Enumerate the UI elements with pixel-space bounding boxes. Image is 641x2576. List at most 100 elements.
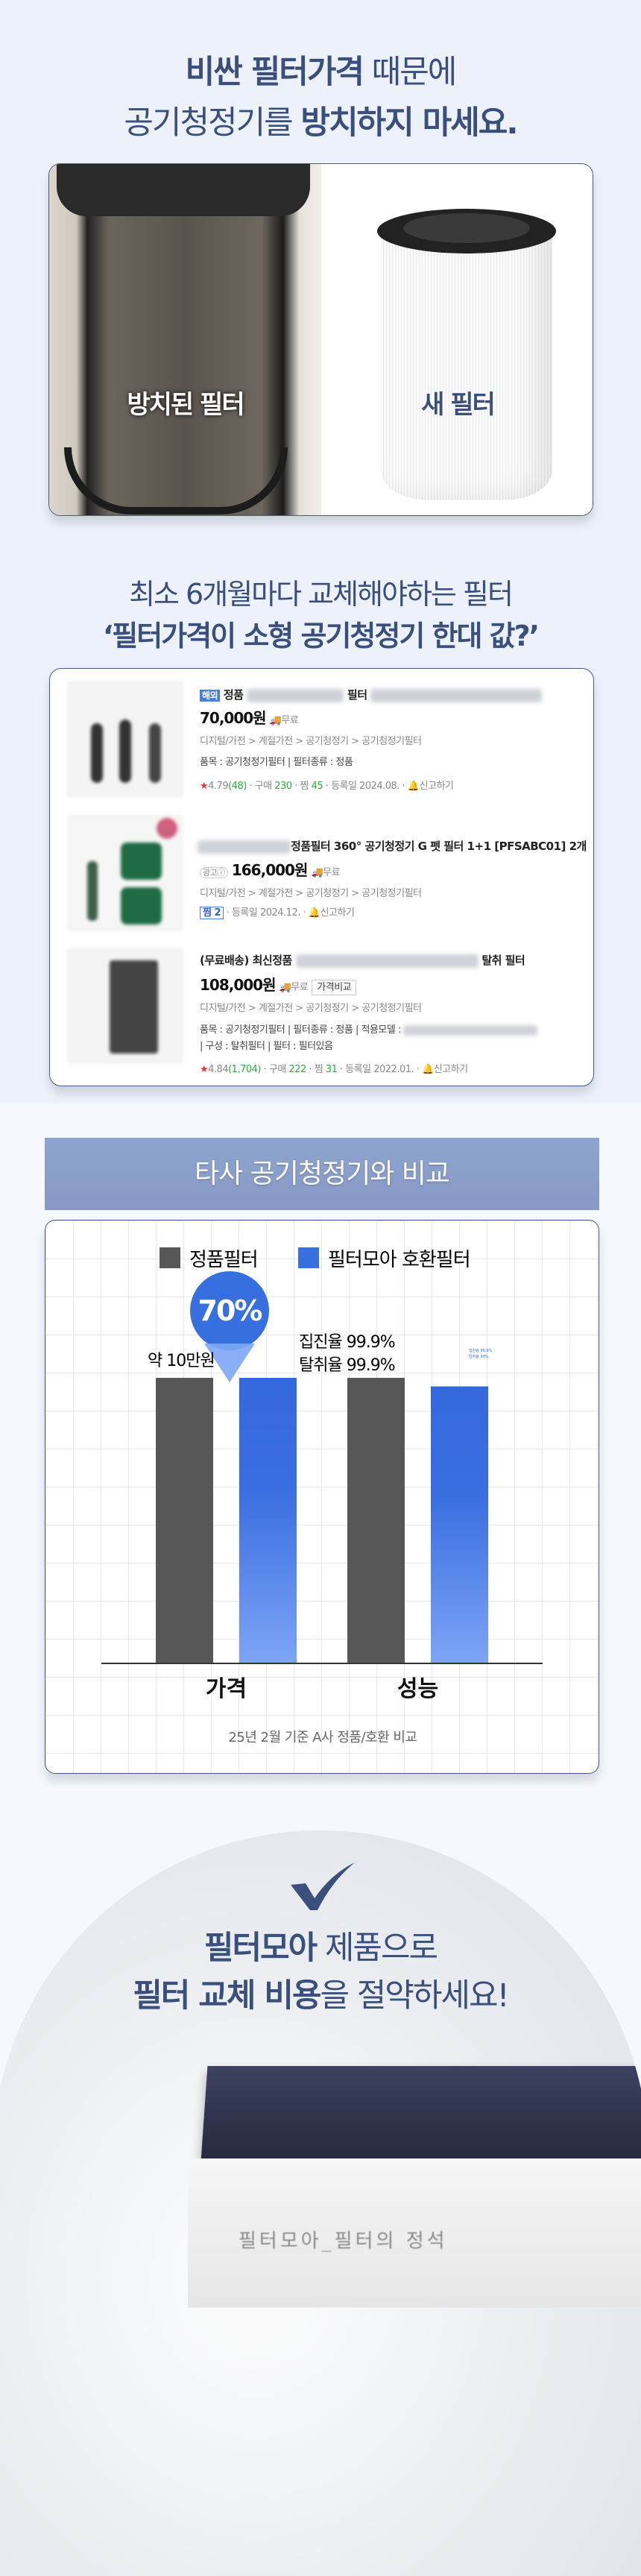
spec-text: 품목 : 공기청정기필터 | 필터종류 : 정품 | 적용모델 : xyxy=(200,1024,401,1036)
performance-annotation-1: 집진율 99.9% xyxy=(299,1333,396,1352)
spec: 품목 : 공기청정기필터 | 필터종류 : 정품 | 적용모델 : xyxy=(200,1021,538,1036)
shipping: 무료 xyxy=(281,715,299,726)
blurred-text xyxy=(403,1024,538,1036)
listing-price-row: 광고ⓘ 166,000원 🚚무료 xyxy=(200,858,341,880)
shipping: 무료 xyxy=(323,867,341,878)
wish-label: 찜 xyxy=(300,781,309,792)
legend-swatch xyxy=(298,1247,319,1268)
wish-badge[interactable]: 찜 2 xyxy=(200,907,224,919)
stats-row: ★4.79(48) · 구매 230 · 찜 45 · 등록일 2024.08.… xyxy=(200,781,454,792)
title-text: (무료배송) 최신정품 xyxy=(200,954,292,967)
legend-label: 정품필터 xyxy=(189,1249,259,1271)
overseas-badge: 해외 xyxy=(200,690,221,702)
hero-bold: 비싼 필터가격 xyxy=(185,54,364,91)
checkmark-icon xyxy=(291,1862,355,1910)
title-text: 필터 xyxy=(347,688,367,702)
ad-badge[interactable]: 광고ⓘ xyxy=(200,867,228,878)
purchases: 230 xyxy=(274,781,292,792)
subtitle-line2: ‘필터가격이 소형 공기청정기 한대 값?’ xyxy=(102,620,540,652)
price: 108,000원 xyxy=(200,976,276,994)
blurred-text xyxy=(198,840,291,854)
report-link[interactable]: 신고하기 xyxy=(419,781,454,792)
small-label: 탈취율 99% xyxy=(469,1355,489,1359)
chart-legend: 정품필터 필터모아 호환필터 xyxy=(45,1244,599,1271)
bell-icon: 🔔 xyxy=(308,907,320,919)
price-annotation: 약 10만원 xyxy=(148,1352,215,1370)
used-filter-photo: 방치된 필터 xyxy=(49,164,321,515)
price: 70,000원 xyxy=(200,709,267,727)
filter-comparison-photos: 방치된 필터 새 필터 xyxy=(48,163,593,516)
report-link[interactable]: 신고하기 xyxy=(433,1064,468,1075)
closing-regular: 을 절약하세요! xyxy=(320,1977,510,2015)
comparison-chart-card: 정품필터 필터모아 호환필터 가격 성능 70% 약 10만원 집진율 99.9% … xyxy=(45,1220,599,1774)
legend-label: 필터모아 호환필터 xyxy=(328,1249,471,1271)
spec2: | 구성 : 탈취필터 | 필터 : 필터있음 xyxy=(200,1041,333,1052)
hero-regular: 때문에 xyxy=(362,54,458,91)
star-icon: ★ xyxy=(200,1064,209,1075)
category-path[interactable]: 디지털/가전 > 계절가전 > 공기청정기 > 공기청정기필터 xyxy=(200,736,422,747)
comparison-banner: 타사 공기청정기와 비교 xyxy=(45,1138,599,1210)
blurred-text xyxy=(247,688,344,702)
price-compare-button[interactable]: 가격비교 xyxy=(312,980,357,995)
spec: 품목 : 공기청정기필터 | 필터종류 : 정품 xyxy=(200,757,353,768)
title-text: 정품필터 360° 공기청정기 G 펫 필터 1+1 [PFSABC01] 2개 xyxy=(291,840,587,853)
product-box xyxy=(188,2158,641,2308)
hero-regular: 공기청정기를 xyxy=(124,104,301,142)
subtitle-line1: 최소 6개월마다 교체해야하는 필터 xyxy=(129,578,514,611)
chart-footnote: 25년 2월 기준 A사 정품/호환 비교 xyxy=(228,1730,417,1745)
filter-product-photo xyxy=(200,2066,641,2161)
price: 166,000원 xyxy=(231,861,308,879)
truck-icon: 🚚 xyxy=(279,982,291,993)
closing-regular: 제품으로 xyxy=(316,1930,438,1967)
listing-title[interactable]: 해외 정품 필터 xyxy=(200,687,543,702)
rating: 4.84 xyxy=(208,1064,229,1075)
purchases: 222 xyxy=(288,1064,306,1075)
bar-0-0 xyxy=(156,1378,213,1663)
hero-title-line2: 공기청정기를 방치하지 마세요. xyxy=(0,97,641,143)
listing-title[interactable]: 정품필터 360° 공기청정기 G 펫 필터 1+1 [PFSABC01] 2개 xyxy=(198,838,587,854)
listing-title[interactable]: (무료배송) 최신정품 탈취 필터 xyxy=(200,952,525,968)
listing-thumbnail[interactable] xyxy=(68,816,183,930)
rating: 4.79 xyxy=(208,781,229,792)
reviews[interactable]: (48) xyxy=(228,781,247,792)
legend-swatch xyxy=(160,1247,180,1268)
category-path[interactable]: 디지털/가전 > 계절가전 > 공기청정기 > 공기청정기필터 xyxy=(200,888,422,899)
registered: 등록일 2024.12. xyxy=(231,907,300,919)
shopping-listings: 해외 정품 필터 70,000원 🚚무료 디지털/가전 > 계절가전 > 공기청… xyxy=(49,668,594,1086)
listing-thumbnail[interactable] xyxy=(68,948,183,1063)
bar-chart: 가격 성능 xyxy=(101,1378,543,1702)
bar-0-1 xyxy=(239,1378,297,1663)
bar-1-0 xyxy=(347,1378,405,1663)
used-filter-label: 방치된 필터 xyxy=(127,390,244,420)
listing-thumbnail[interactable] xyxy=(68,681,183,796)
new-filter-photo: 새 필터 xyxy=(321,164,593,515)
bell-icon: 🔔 xyxy=(407,781,420,792)
reviews[interactable]: (1,704) xyxy=(228,1064,261,1075)
discount-badge: 70% xyxy=(190,1271,269,1350)
truck-icon: 🚚 xyxy=(311,867,323,878)
purchase-label: 구매 xyxy=(268,1064,286,1075)
blurred-text xyxy=(295,954,479,968)
new-filter-label: 새 필터 xyxy=(421,390,496,420)
closing-bold: 필터 교체 비용 xyxy=(133,1977,321,2015)
down-arrow-icon xyxy=(204,1344,255,1382)
purchase-label: 구매 xyxy=(254,781,272,792)
category-path[interactable]: 디지털/가전 > 계절가전 > 공기청정기 > 공기청정기필터 xyxy=(200,1003,422,1014)
report-link[interactable]: 신고하기 xyxy=(320,907,355,919)
hero-bold: 방치하지 마세요. xyxy=(300,104,518,142)
stats-row: 찜 2 · 등록일 2024.12. · 🔔신고하기 xyxy=(200,904,355,919)
registered: 등록일 2022.01. xyxy=(345,1064,414,1075)
wishes: 45 xyxy=(311,781,323,792)
stats-row: ★4.84(1,704) · 구매 222 · 찜 31 · 등록일 2022.… xyxy=(200,1064,468,1075)
performance-annotation-2: 탈취율 99.9% xyxy=(299,1356,396,1375)
listing-price-row: 70,000원 🚚무료 xyxy=(200,706,299,728)
small-performance-annotation: 집진율 99.9% 탈취율 99% xyxy=(469,1348,492,1360)
closing-line1: 필터모아 제품으로 xyxy=(0,1922,641,1968)
closing-bold: 필터모아 xyxy=(203,1930,318,1967)
category-label: 가격 xyxy=(206,1676,247,1702)
bell-icon: 🔔 xyxy=(422,1064,434,1075)
category-label: 성능 xyxy=(397,1676,438,1702)
shipping: 무료 xyxy=(291,982,309,993)
blurred-text xyxy=(370,688,543,702)
product-print: 필터모아_필터의 정석 xyxy=(239,2230,448,2252)
